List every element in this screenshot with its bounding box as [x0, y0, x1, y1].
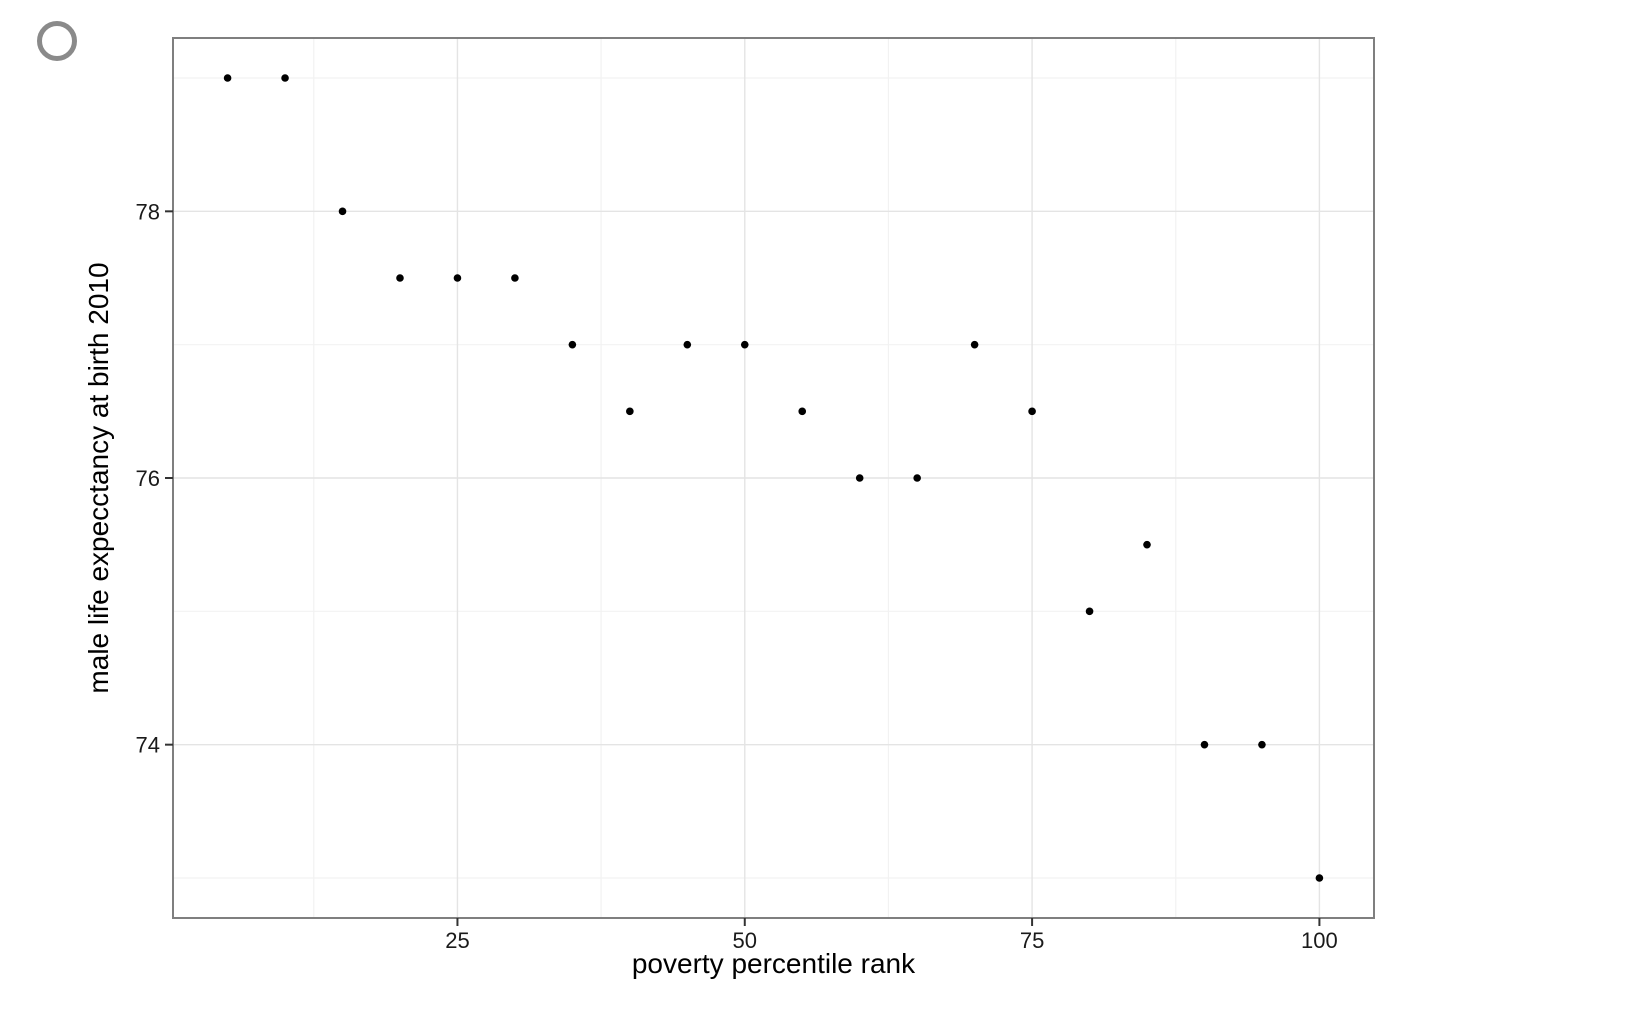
- data-point: [338, 207, 347, 216]
- data-point: [1200, 740, 1209, 749]
- data-point: [798, 407, 807, 416]
- data-point: [396, 274, 404, 282]
- data-point: [1143, 540, 1151, 549]
- x-tick-label: 25: [445, 928, 469, 953]
- data-point: [1085, 607, 1094, 616]
- data-point: [913, 474, 921, 482]
- data-point: [568, 340, 577, 349]
- x-tick-label: 50: [733, 928, 757, 953]
- y-tick-label: 78: [136, 199, 160, 224]
- data-point: [511, 274, 519, 282]
- data-point: [223, 74, 232, 82]
- data-point: [970, 340, 979, 349]
- data-point: [626, 407, 634, 416]
- data-point: [683, 340, 692, 349]
- data-point: [281, 74, 289, 82]
- x-tick-label: 75: [1020, 928, 1044, 953]
- y-tick-label: 76: [136, 466, 160, 491]
- radio-button-circle-icon[interactable]: [37, 21, 77, 61]
- data-point: [855, 474, 864, 482]
- data-point: [1028, 407, 1036, 416]
- data-point: [1315, 874, 1324, 882]
- y-axis-title: male life expecctancy at birth 2010: [83, 262, 114, 694]
- x-axis-title: poverty percentile rank: [631, 948, 916, 979]
- data-point: [1258, 740, 1266, 749]
- data-point: [453, 274, 462, 282]
- y-tick-label: 74: [136, 733, 160, 758]
- data-point: [740, 340, 749, 349]
- x-tick-label: 100: [1301, 928, 1338, 953]
